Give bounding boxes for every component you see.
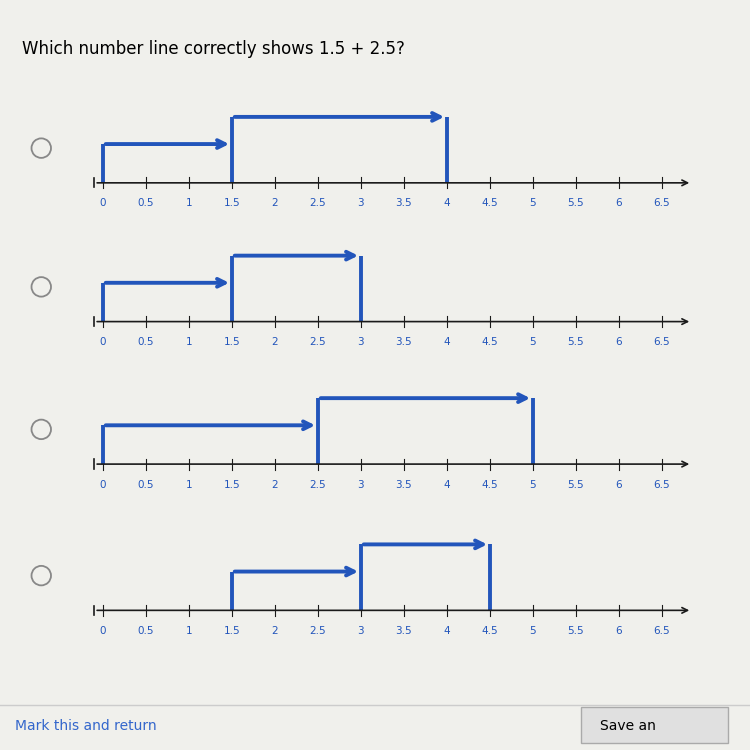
Text: 4: 4 xyxy=(444,626,450,636)
Text: Mark this and return: Mark this and return xyxy=(15,719,157,734)
Text: 1.5: 1.5 xyxy=(224,337,240,347)
Text: 0: 0 xyxy=(100,479,106,490)
Text: 3.5: 3.5 xyxy=(396,626,412,636)
Text: 5.5: 5.5 xyxy=(568,337,584,347)
Text: 1: 1 xyxy=(185,626,192,636)
Text: 3: 3 xyxy=(358,626,364,636)
Text: 0.5: 0.5 xyxy=(138,337,154,347)
Text: 2: 2 xyxy=(272,479,278,490)
Text: 4: 4 xyxy=(444,337,450,347)
Text: 1: 1 xyxy=(185,337,192,347)
Text: 4: 4 xyxy=(444,479,450,490)
Text: 5: 5 xyxy=(530,198,536,208)
Text: 4.5: 4.5 xyxy=(482,337,498,347)
Text: 5.5: 5.5 xyxy=(568,626,584,636)
Text: 2: 2 xyxy=(272,626,278,636)
Text: 5: 5 xyxy=(530,626,536,636)
Text: 1.5: 1.5 xyxy=(224,626,240,636)
Text: 6: 6 xyxy=(616,479,622,490)
Text: 1: 1 xyxy=(185,479,192,490)
Text: 0.5: 0.5 xyxy=(138,626,154,636)
Text: 5: 5 xyxy=(530,337,536,347)
Text: 4: 4 xyxy=(444,198,450,208)
Text: 5.5: 5.5 xyxy=(568,479,584,490)
Text: 3.5: 3.5 xyxy=(396,198,412,208)
Text: 2.5: 2.5 xyxy=(310,626,326,636)
Text: 0.5: 0.5 xyxy=(138,479,154,490)
Text: 6.5: 6.5 xyxy=(654,198,670,208)
Text: 0: 0 xyxy=(100,198,106,208)
Text: 3: 3 xyxy=(358,337,364,347)
Text: 0.5: 0.5 xyxy=(138,198,154,208)
Text: 2.5: 2.5 xyxy=(310,337,326,347)
Text: 5: 5 xyxy=(530,479,536,490)
Text: 3: 3 xyxy=(358,479,364,490)
Text: 1: 1 xyxy=(185,198,192,208)
Text: Save an: Save an xyxy=(600,719,656,734)
Text: 3.5: 3.5 xyxy=(396,479,412,490)
Text: 2: 2 xyxy=(272,198,278,208)
Text: 6: 6 xyxy=(616,198,622,208)
Text: 2: 2 xyxy=(272,337,278,347)
Text: 4.5: 4.5 xyxy=(482,626,498,636)
Text: 6.5: 6.5 xyxy=(654,626,670,636)
Text: 2.5: 2.5 xyxy=(310,198,326,208)
Text: 4.5: 4.5 xyxy=(482,479,498,490)
Text: 2.5: 2.5 xyxy=(310,479,326,490)
Text: 3.5: 3.5 xyxy=(396,337,412,347)
Text: Which number line correctly shows 1.5 + 2.5?: Which number line correctly shows 1.5 + … xyxy=(22,40,405,58)
FancyBboxPatch shape xyxy=(581,707,728,742)
Text: 4.5: 4.5 xyxy=(482,198,498,208)
Text: 5.5: 5.5 xyxy=(568,198,584,208)
Text: 0: 0 xyxy=(100,626,106,636)
Text: 0: 0 xyxy=(100,337,106,347)
Text: 6.5: 6.5 xyxy=(654,479,670,490)
Text: 1.5: 1.5 xyxy=(224,479,240,490)
Text: 1.5: 1.5 xyxy=(224,198,240,208)
Text: 6: 6 xyxy=(616,337,622,347)
Text: 6: 6 xyxy=(616,626,622,636)
Text: 6.5: 6.5 xyxy=(654,337,670,347)
Text: 3: 3 xyxy=(358,198,364,208)
